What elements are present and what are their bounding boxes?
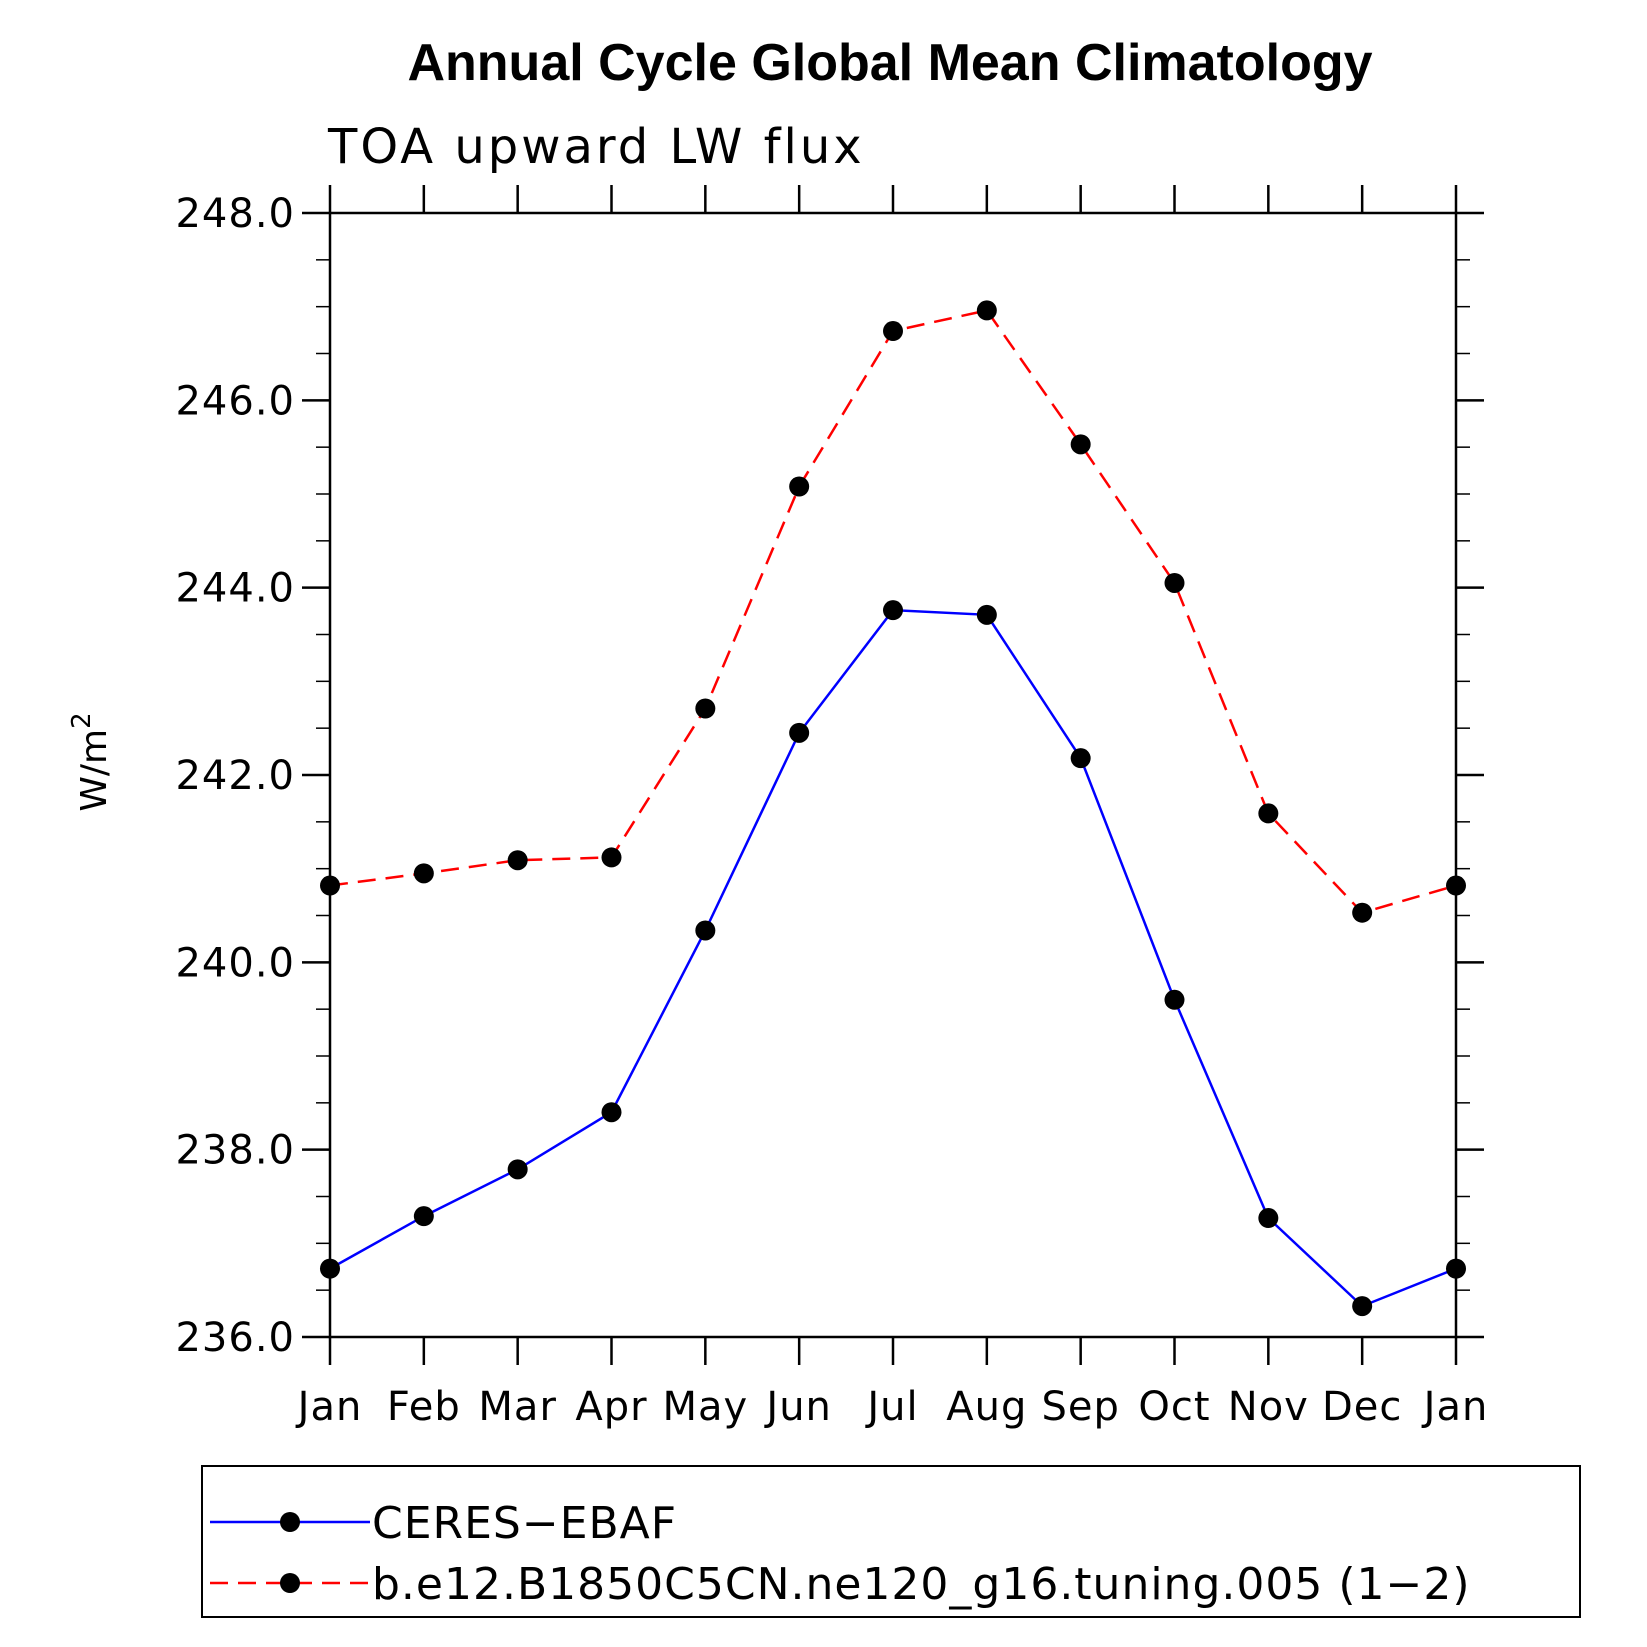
series-1-point	[1070, 748, 1091, 769]
series-1-point	[320, 1258, 340, 1279]
series-2-point	[1070, 434, 1091, 455]
x-tick-label: Jan	[295, 1384, 363, 1430]
series-2-point	[601, 847, 622, 868]
y-axis-label: W/m2	[67, 712, 115, 811]
series-1-point	[413, 1206, 434, 1227]
chart-title: Annual Cycle Global Mean Climatology	[407, 34, 1372, 92]
series-2-point	[507, 850, 528, 871]
series-1-point	[883, 600, 903, 621]
series-2-point	[1446, 875, 1466, 896]
series-1-point	[1164, 989, 1185, 1010]
legend-marker-2	[280, 1573, 300, 1593]
y-tick-label: 248.0	[175, 191, 295, 237]
y-tick-label: 244.0	[175, 566, 295, 612]
series-1-point	[1446, 1258, 1466, 1279]
plot-area: 236.0 238.0 240.0 242.0 244.0 246.0 248.0 Jan Fe…	[175, 185, 1489, 1430]
series-1-point	[789, 722, 810, 743]
series-1-point	[695, 920, 716, 941]
x-tick-label: Dec	[1322, 1384, 1402, 1430]
series-2-point	[883, 321, 903, 342]
series-1-point	[1352, 1296, 1373, 1317]
series-2-point	[695, 698, 716, 719]
series-2-point	[413, 863, 434, 884]
x-tick-label: Apr	[575, 1384, 647, 1430]
series-1-point	[601, 1102, 622, 1123]
legend-box	[201, 1465, 1581, 1618]
series-line-1	[329, 608, 1457, 1308]
plot-frame	[328, 211, 1458, 1339]
series-2-point	[320, 875, 340, 896]
series-1-point	[1258, 1208, 1279, 1229]
series-1-point	[507, 1159, 528, 1180]
x-tick-label: Oct	[1138, 1384, 1210, 1430]
series-2-point	[789, 476, 810, 497]
x-tick-label: Jun	[763, 1384, 832, 1430]
x-tick-label: Jan	[1421, 1384, 1489, 1430]
legend-marker-1	[280, 1512, 300, 1532]
x-tick-label: Mar	[478, 1384, 556, 1430]
series-2-point	[1258, 803, 1279, 824]
y-tick-label: 246.0	[175, 378, 295, 424]
y-axis-label-superscript: 2	[67, 712, 97, 729]
y-tick-label: 238.0	[175, 1128, 295, 1174]
x-tick-label: Aug	[946, 1384, 1027, 1430]
y-tick-label: 236.0	[175, 1315, 295, 1361]
legend: CERES−EBAF b.e12.B1850C5CN.ne120_g16.tuni…	[210, 1498, 1471, 1610]
chart-subtitle: TOA upward LW flux	[327, 119, 865, 175]
x-tick-label: Sep	[1041, 1384, 1119, 1430]
x-tick-label: Feb	[387, 1384, 461, 1430]
y-tick-label: 240.0	[175, 940, 295, 986]
x-tick-label: May	[662, 1384, 748, 1430]
series-1-point	[976, 604, 997, 625]
x-tick-label: Jul	[864, 1384, 918, 1430]
series-2-point	[1352, 902, 1373, 923]
legend-label-2: b.e12.B1850C5CN.ne120_g16.tuning.005 (1−…	[372, 1559, 1471, 1610]
series-2-point	[976, 300, 997, 321]
y-tick-label: 242.0	[175, 753, 295, 799]
x-tick-label: Nov	[1228, 1384, 1309, 1430]
y-axis-label-base: W/m	[74, 729, 115, 812]
legend-label-1: CERES−EBAF	[372, 1498, 677, 1549]
series-2-point	[1164, 572, 1185, 593]
